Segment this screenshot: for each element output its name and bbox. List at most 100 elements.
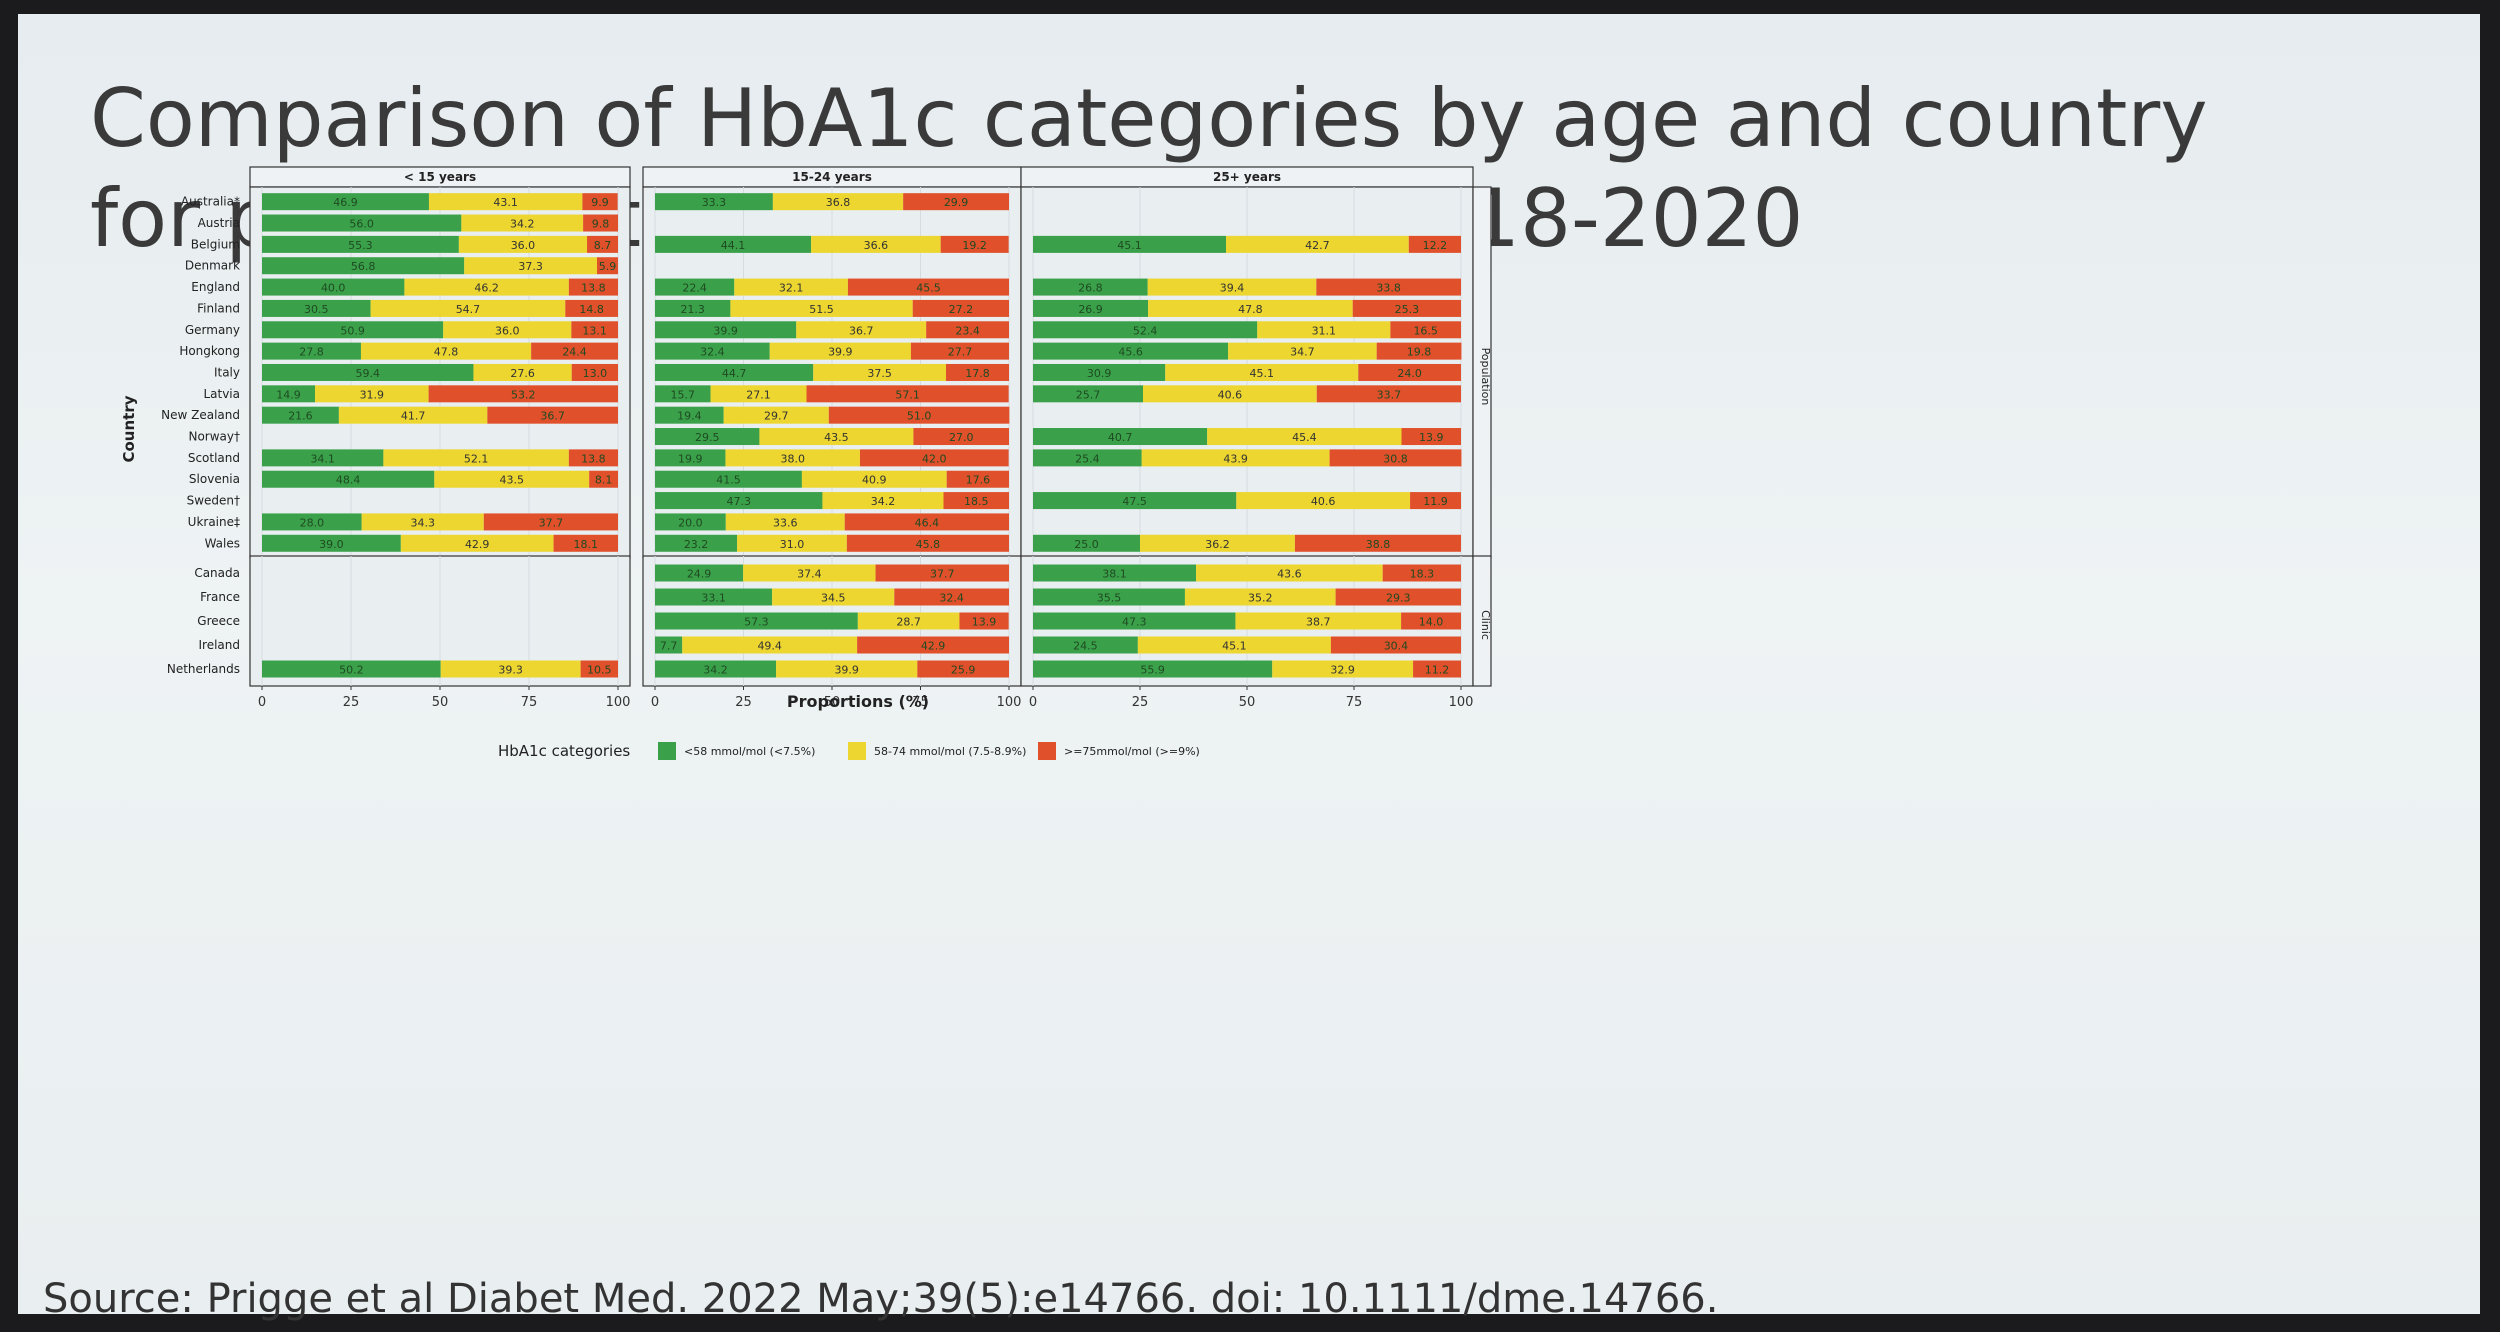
data-label: 26.8 xyxy=(1078,282,1103,295)
bar-segment xyxy=(743,564,876,582)
data-label: 42.7 xyxy=(1305,239,1330,252)
data-label: 44.7 xyxy=(722,367,747,380)
data-label: 19.8 xyxy=(1407,346,1432,359)
bar-segment xyxy=(1033,321,1258,339)
country-label: Slovenia xyxy=(189,472,240,486)
country-label: France xyxy=(200,590,240,604)
bar-segment xyxy=(1410,492,1461,510)
legend-label: >=75mmol/mol (>=9%) xyxy=(1064,745,1200,758)
data-label: 48.4 xyxy=(336,474,361,487)
bar-segment xyxy=(262,660,441,678)
data-label: 41.7 xyxy=(401,410,426,423)
data-label: 30.9 xyxy=(1087,367,1112,380)
bar-segment xyxy=(464,257,597,275)
bar-segment xyxy=(655,278,735,296)
data-label: 36.8 xyxy=(826,196,851,209)
data-label: 12.2 xyxy=(1423,239,1448,252)
bar-segment xyxy=(262,321,444,339)
bar-segment xyxy=(946,470,1009,488)
bar-segment xyxy=(1376,342,1462,360)
bar-segment xyxy=(655,299,731,317)
bar-segment xyxy=(655,193,773,211)
data-label: 27.2 xyxy=(949,303,974,316)
data-label: 43.5 xyxy=(824,431,849,444)
data-label: 32.9 xyxy=(1330,664,1355,677)
bar-segment xyxy=(813,363,946,381)
bar-segment xyxy=(587,235,618,253)
legend-title: HbA1c categories xyxy=(498,742,630,760)
bar-segment xyxy=(1148,299,1353,317)
country-label: Latvia xyxy=(203,387,240,401)
data-label: 45.5 xyxy=(916,282,941,295)
data-label: 39.0 xyxy=(319,538,344,551)
data-label: 43.6 xyxy=(1277,568,1302,581)
hba1c-chart: < 15 years 46.9 43.1 9.9 56.0 34.2 9.8 55.3 36.0… xyxy=(120,166,1492,760)
bar-segment xyxy=(1235,612,1402,630)
data-label: 42.9 xyxy=(921,640,946,653)
data-label: 9.9 xyxy=(591,196,609,209)
data-label: 26.9 xyxy=(1078,303,1103,316)
bar-segment xyxy=(913,428,1009,446)
bar-segment xyxy=(912,299,1009,317)
bar-segment xyxy=(1329,449,1462,467)
bar-segment xyxy=(428,385,618,403)
data-label: 25.4 xyxy=(1075,452,1100,465)
data-label: 27.6 xyxy=(510,367,535,380)
legend-swatch xyxy=(1038,742,1056,760)
x-axis-title: Proportions (%) xyxy=(787,692,929,711)
bar-segment xyxy=(1272,660,1414,678)
bar-segment xyxy=(262,513,362,531)
bar-segment xyxy=(655,660,777,678)
data-label: 39.9 xyxy=(713,324,738,337)
data-label: 17.6 xyxy=(966,474,991,487)
data-label: 47.3 xyxy=(726,495,751,508)
bar-segment xyxy=(1033,564,1197,582)
bar-segment xyxy=(875,564,1009,582)
data-label: 33.7 xyxy=(1377,388,1402,401)
data-label: 21.3 xyxy=(680,303,705,316)
data-label: 45.8 xyxy=(916,538,941,551)
bar-segment xyxy=(655,385,711,403)
bar-segment xyxy=(531,342,618,360)
data-label: 45.1 xyxy=(1250,367,1275,380)
data-label: 37.7 xyxy=(539,516,564,529)
bar-segment xyxy=(1033,449,1142,467)
data-label: 37.5 xyxy=(867,367,892,380)
legend-label: 58-74 mmol/mol (7.5-8.9%) xyxy=(874,745,1026,758)
bar-segment xyxy=(1330,636,1461,654)
bar-segment xyxy=(655,449,726,467)
facet-strip-label: Clinic xyxy=(1479,610,1492,640)
bar-segment xyxy=(959,612,1009,630)
bar-segment xyxy=(568,449,618,467)
data-label: 42.0 xyxy=(922,452,947,465)
data-label: 15.7 xyxy=(671,388,696,401)
data-label: 33.1 xyxy=(701,592,726,605)
bar-segment xyxy=(1316,278,1461,296)
bar-segment xyxy=(769,342,911,360)
x-tick-label: 75 xyxy=(1346,695,1363,710)
data-label: 30.4 xyxy=(1384,640,1409,653)
country-label: New Zealand xyxy=(161,408,240,422)
country-label: Wales xyxy=(205,536,240,550)
data-label: 28.7 xyxy=(896,616,921,629)
bar-segment xyxy=(262,406,339,424)
bar-segment xyxy=(1140,534,1295,552)
bar-segment xyxy=(926,321,1009,339)
x-tick-label: 50 xyxy=(432,695,449,710)
bar-segment xyxy=(487,406,618,424)
bar-segment xyxy=(1141,449,1330,467)
data-label: 21.6 xyxy=(288,410,313,423)
bar-segment xyxy=(262,193,429,211)
bar-segment xyxy=(1033,588,1185,606)
bar-segment xyxy=(1257,321,1391,339)
data-label: 13.8 xyxy=(581,452,606,465)
bar-segment xyxy=(483,513,618,531)
data-label: 13.8 xyxy=(581,282,606,295)
data-label: 57.3 xyxy=(744,616,769,629)
data-label: 40.9 xyxy=(862,474,887,487)
bar-segment xyxy=(1228,342,1377,360)
data-label: 36.7 xyxy=(540,410,565,423)
data-label: 49.4 xyxy=(757,640,782,653)
bar-segment xyxy=(828,406,1010,424)
bar-segment xyxy=(1033,428,1208,446)
